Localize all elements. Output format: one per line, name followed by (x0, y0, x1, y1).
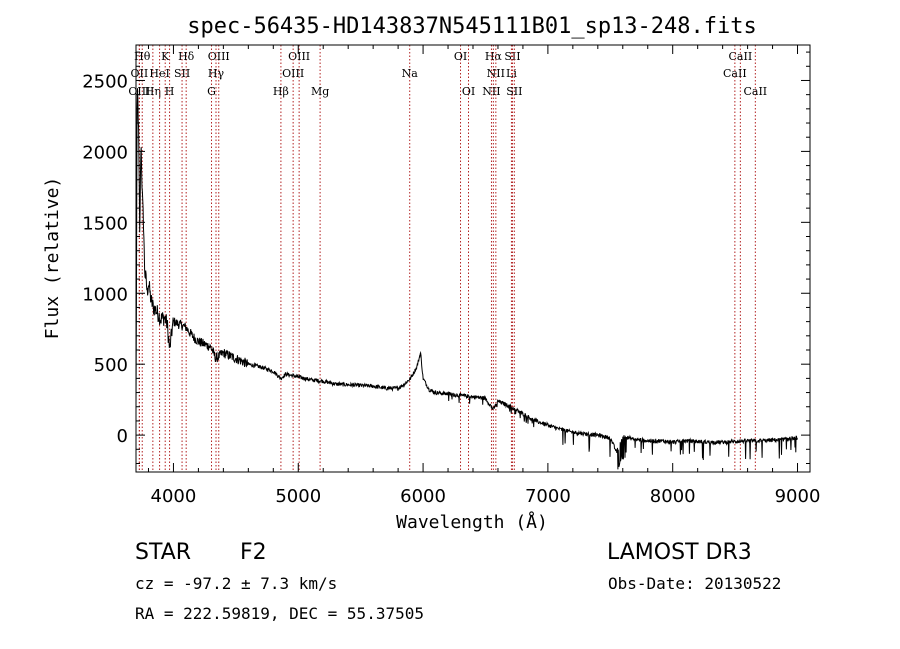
line-label-0: Hθ (134, 50, 151, 63)
line-label-5: HeI (149, 67, 169, 80)
line-label-8: SII (174, 67, 190, 80)
x-axis-label: Wavelength (Å) (396, 511, 548, 533)
chart-title: spec-56435-HD143837N545111B01_sp13-248.f… (187, 14, 757, 39)
coordinates: RA = 222.59819, DEC = 55.37505 (135, 604, 424, 623)
observation-date: Obs-Date: 20130522 (608, 574, 782, 593)
plot-frame (135, 44, 811, 473)
line-label-7: Hδ (178, 50, 195, 63)
x-tick-label-0: 4000 (151, 486, 197, 507)
line-label-9: OIII (208, 50, 230, 63)
line-label-21: NII (487, 67, 505, 80)
line-label-12: Hβ (273, 85, 289, 98)
x-tick-label-5: 9000 (775, 486, 821, 507)
line-label-10: Hγ (208, 67, 225, 80)
x-tick-label-3: 7000 (525, 486, 571, 507)
line-label-19: Hα (485, 50, 503, 63)
line-label-25: CaII (729, 50, 753, 63)
line-label-27: CaII (743, 85, 767, 98)
axis-ticks: 4000 5000 6000 7000 8000 9000 0 500 1000 1500 2000… (82, 45, 820, 507)
line-label-20: SII (504, 50, 520, 63)
spectrum-line (135, 88, 798, 470)
line-label-26: CaII (723, 67, 747, 80)
line-label-6: H (165, 85, 175, 98)
line-label-23: NII (482, 85, 500, 98)
y-axis-label: Flux (relative) (42, 177, 63, 340)
object-subclass: F2 (240, 540, 267, 565)
object-class: STAR (135, 540, 192, 565)
y-tick-label-5: 2500 (82, 71, 128, 92)
line-label-24: SII (506, 85, 522, 98)
y-tick-label-0: 0 (117, 426, 128, 447)
redshift-cz: cz = -97.2 ± 7.3 km/s (135, 574, 338, 593)
line-label-18: OI (462, 85, 475, 98)
line-label-16: Na (402, 67, 419, 80)
line-label-15: Mg (311, 85, 329, 98)
line-label-3: Hη (145, 85, 161, 98)
survey-name: LAMOST DR3 (607, 540, 752, 565)
y-tick-label-3: 1500 (82, 213, 128, 234)
line-label-4: K (161, 50, 170, 63)
y-tick-label-2: 1000 (82, 284, 128, 305)
line-label-17: OI (454, 50, 467, 63)
line-label-13: OIII (288, 50, 310, 63)
line-label-2: OIII (128, 85, 150, 98)
y-tick-label-1: 500 (94, 355, 128, 376)
y-tick-label-4: 2000 (82, 142, 128, 163)
x-tick-label-4: 8000 (650, 486, 696, 507)
line-label-11: G (207, 85, 216, 98)
x-tick-label-1: 5000 (275, 486, 321, 507)
line-label-14: OIII (282, 67, 304, 80)
line-label-22: Li (506, 67, 517, 80)
x-tick-label-2: 6000 (400, 486, 446, 507)
